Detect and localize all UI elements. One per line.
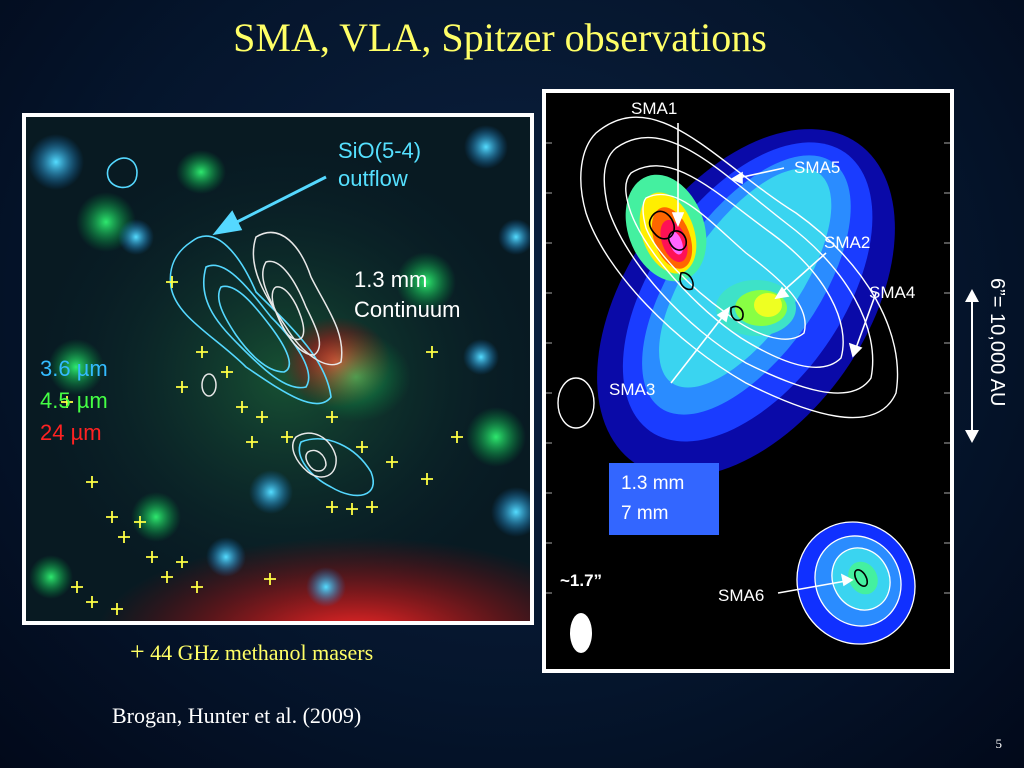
- scale-bar-label: 6”= 10,000 AU: [986, 278, 1008, 407]
- continuum-label-line1: 1.3 mm: [354, 267, 428, 292]
- slide-title: SMA, VLA, Spitzer observations: [233, 15, 767, 60]
- page-number: 5: [995, 736, 1003, 751]
- maser-caption-text: 44 GHz methanol masers: [150, 640, 374, 665]
- source-label-sma1: SMA1: [631, 99, 678, 118]
- maser-caption: + 44 GHz methanol masers: [130, 637, 373, 667]
- spitzer-composite-image: [26, 117, 530, 621]
- sma-continuum-image: [546, 93, 950, 669]
- maser-plus-symbol: +: [130, 637, 145, 666]
- source-label-sma2: SMA2: [824, 233, 871, 252]
- source-label-sma6: SMA6: [718, 586, 765, 605]
- band-legend: 3.6 µm 4.5 µm 24 µm: [40, 353, 108, 449]
- continuum-label: 1.3 mm Continuum: [354, 265, 460, 325]
- band-24: 24 µm: [40, 420, 102, 445]
- band-4-5: 4.5 µm: [40, 388, 108, 413]
- source-label-sma4: SMA4: [869, 283, 916, 302]
- spitzer-image-panel: SiO(5-4) outflow 1.3 mm Continuum 3.6 µm…: [22, 113, 534, 625]
- source-label-sma5: SMA5: [794, 158, 841, 177]
- sio-label-line2: outflow: [338, 166, 408, 191]
- scale-bar-arrow: [965, 289, 979, 443]
- reference-citation: Brogan, Hunter et al. (2009): [112, 703, 362, 728]
- legend-7mm: 7 mm: [621, 503, 669, 524]
- wavelength-legend-box: 1.3 mm 7 mm: [609, 463, 719, 535]
- sio-outflow-label: SiO(5-4) outflow: [338, 137, 421, 193]
- legend-1-3mm: 1.3 mm: [621, 473, 685, 494]
- beam-size-label: ~1.7”: [560, 571, 603, 590]
- source-label-sma3: SMA3: [609, 380, 656, 399]
- sio-label-line1: SiO(5-4): [338, 138, 422, 163]
- sma-image-panel: SMA1 SMA5 SMA2 SMA4 SMA3 SMA6 1.3 mm 7 m…: [542, 89, 954, 673]
- continuum-label-line2: Continuum: [354, 297, 461, 322]
- band-3-6: 3.6 µm: [40, 356, 108, 381]
